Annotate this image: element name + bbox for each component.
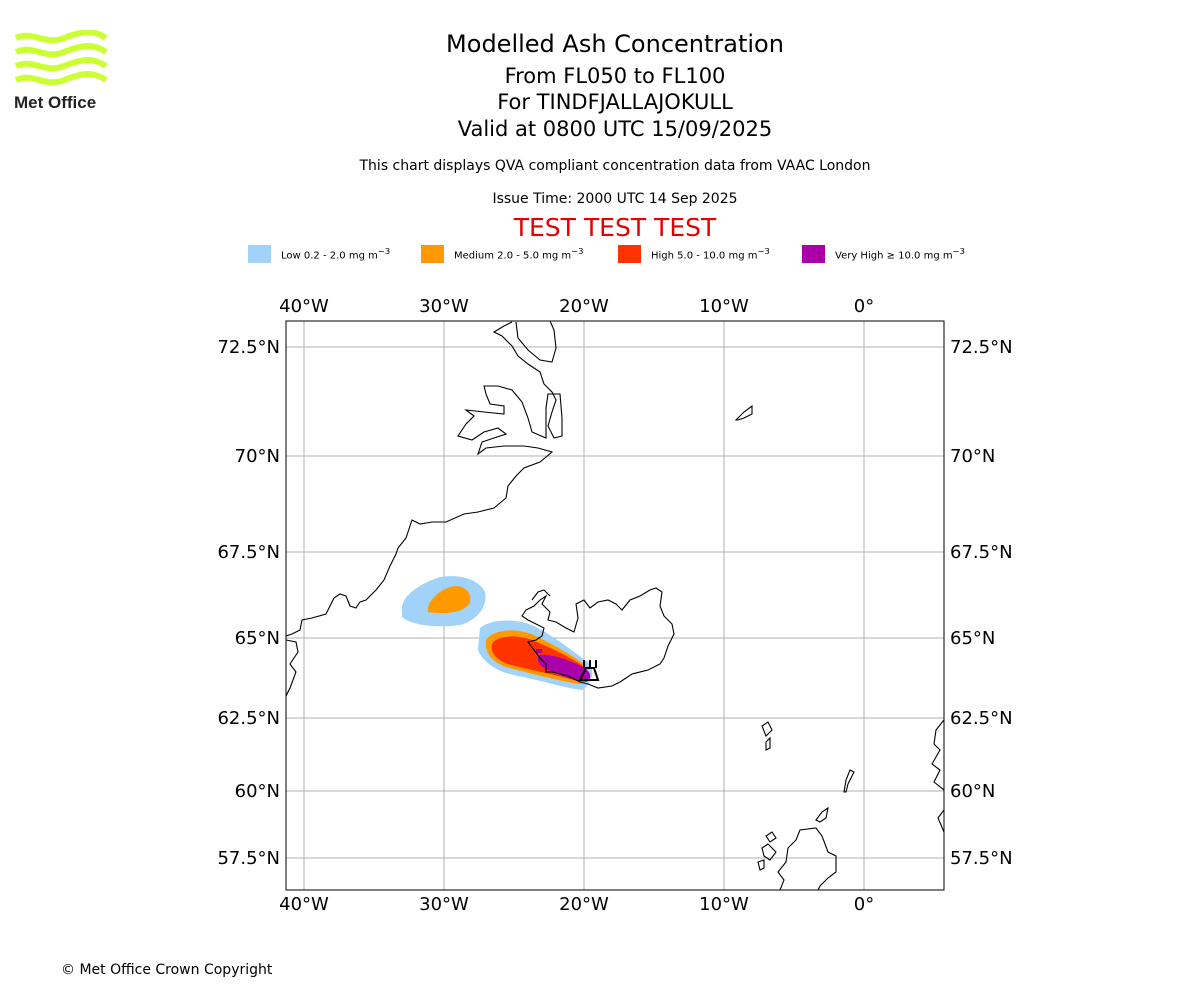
lat-labels-right: 72.5°N 70°N 67.5°N 65°N 62.5°N 60°N 57.5… — [950, 337, 1013, 869]
plume-main-very-high — [537, 654, 591, 682]
coast-greenland — [286, 321, 563, 637]
legend-label-high: High 5.0 - 10.0 mg m−3 — [651, 246, 770, 262]
coast-jan-mayen — [734, 404, 753, 421]
plume-west-medium — [428, 586, 471, 614]
coast-faroes — [761, 721, 773, 751]
coast-iceland-fjord — [531, 589, 551, 601]
map-frame — [285, 320, 945, 891]
lat-label-right-72-5: 72.5°N — [950, 337, 1013, 358]
legend-label-low: Low 0.2 - 2.0 mg m−3 — [281, 246, 391, 262]
lon-label-top-0: 0° — [854, 296, 874, 317]
coastlines — [286, 321, 944, 890]
volcano-marker-icon — [578, 660, 600, 681]
lat-label-left-70: 70°N — [235, 446, 280, 467]
lon-label-bottom-40w: 40°W — [279, 894, 329, 915]
map-content — [286, 321, 944, 890]
coast-hebrides — [757, 831, 777, 871]
met-office-waves-icon: Met Office — [14, 29, 108, 112]
met-office-logo: Met Office — [14, 29, 108, 116]
valid-time: Valid at 0800 UTC 15/09/2025 — [457, 117, 773, 141]
legend-swatch-low — [248, 245, 271, 263]
lat-label-right-67-5: 67.5°N — [950, 542, 1013, 563]
lon-label-bottom-30w: 30°W — [419, 894, 469, 915]
lon-labels-bottom: 40°W 30°W 20°W 10°W 0° — [279, 894, 874, 915]
lat-label-right-65: 65°N — [950, 628, 995, 649]
legend-swatch-high — [618, 245, 641, 263]
lat-label-right-62-5: 62.5°N — [950, 708, 1013, 729]
legend-label-very-high: Very High ≥ 10.0 mg m−3 — [835, 246, 965, 262]
issue-time: Issue Time: 2000 UTC 14 Sep 2025 — [492, 191, 738, 207]
lat-label-left-57-5: 57.5°N — [217, 848, 280, 869]
legend-item-medium: Medium 2.0 - 5.0 mg m−3 — [421, 244, 583, 264]
gridlines — [286, 321, 944, 890]
lat-label-right-60: 60°N — [950, 781, 995, 802]
lon-label-bottom-0: 0° — [854, 894, 874, 915]
ash-plume-main — [478, 620, 593, 690]
legend-item-low: Low 0.2 - 2.0 mg m−3 — [248, 244, 390, 264]
chart-title: Modelled Ash Concentration — [446, 30, 784, 58]
test-banner: TEST TEST TEST — [513, 213, 717, 242]
coast-greenland-west — [286, 639, 299, 697]
lat-label-left-60: 60°N — [235, 781, 280, 802]
lon-label-top-30w: 30°W — [419, 296, 469, 317]
legend-swatch-very-high — [802, 245, 825, 263]
coast-scotland — [777, 827, 837, 890]
lon-label-top-20w: 20°W — [559, 296, 609, 317]
lat-label-right-57-5: 57.5°N — [950, 848, 1013, 869]
coast-shetland — [815, 769, 855, 823]
legend-item-very-high: Very High ≥ 10.0 mg m−3 — [802, 244, 965, 264]
ash-plume-west — [402, 576, 486, 627]
lon-labels-top: 40°W 30°W 20°W 10°W 0° — [279, 296, 874, 317]
plume-main-very-high-patch — [536, 649, 542, 653]
legend-item-high: High 5.0 - 10.0 mg m−3 — [618, 244, 770, 264]
compliance-note: This chart displays QVA compliant concen… — [359, 158, 871, 174]
coast-norway — [931, 719, 944, 833]
lon-label-top-40w: 40°W — [279, 296, 329, 317]
lon-label-bottom-10w: 10°W — [699, 894, 749, 915]
copyright-notice: © Met Office Crown Copyright — [61, 962, 273, 978]
lat-label-right-70: 70°N — [950, 446, 995, 467]
lat-label-left-62-5: 62.5°N — [217, 708, 280, 729]
coast-iceland — [521, 587, 675, 689]
flight-levels: From FL050 to FL100 — [504, 64, 726, 88]
logo-text: Met Office — [14, 93, 96, 112]
lat-labels-left: 72.5°N 70°N 67.5°N 65°N 62.5°N 60°N 57.5… — [217, 337, 280, 869]
lat-label-left-67-5: 67.5°N — [217, 542, 280, 563]
lon-label-top-10w: 10°W — [699, 296, 749, 317]
legend-swatch-medium — [421, 245, 444, 263]
volcano-name: For TINDFJALLAJOKULL — [497, 90, 733, 114]
lat-label-left-65: 65°N — [235, 628, 280, 649]
lon-label-bottom-20w: 20°W — [559, 894, 609, 915]
lat-label-left-72-5: 72.5°N — [217, 337, 280, 358]
legend-label-medium: Medium 2.0 - 5.0 mg m−3 — [454, 246, 584, 262]
